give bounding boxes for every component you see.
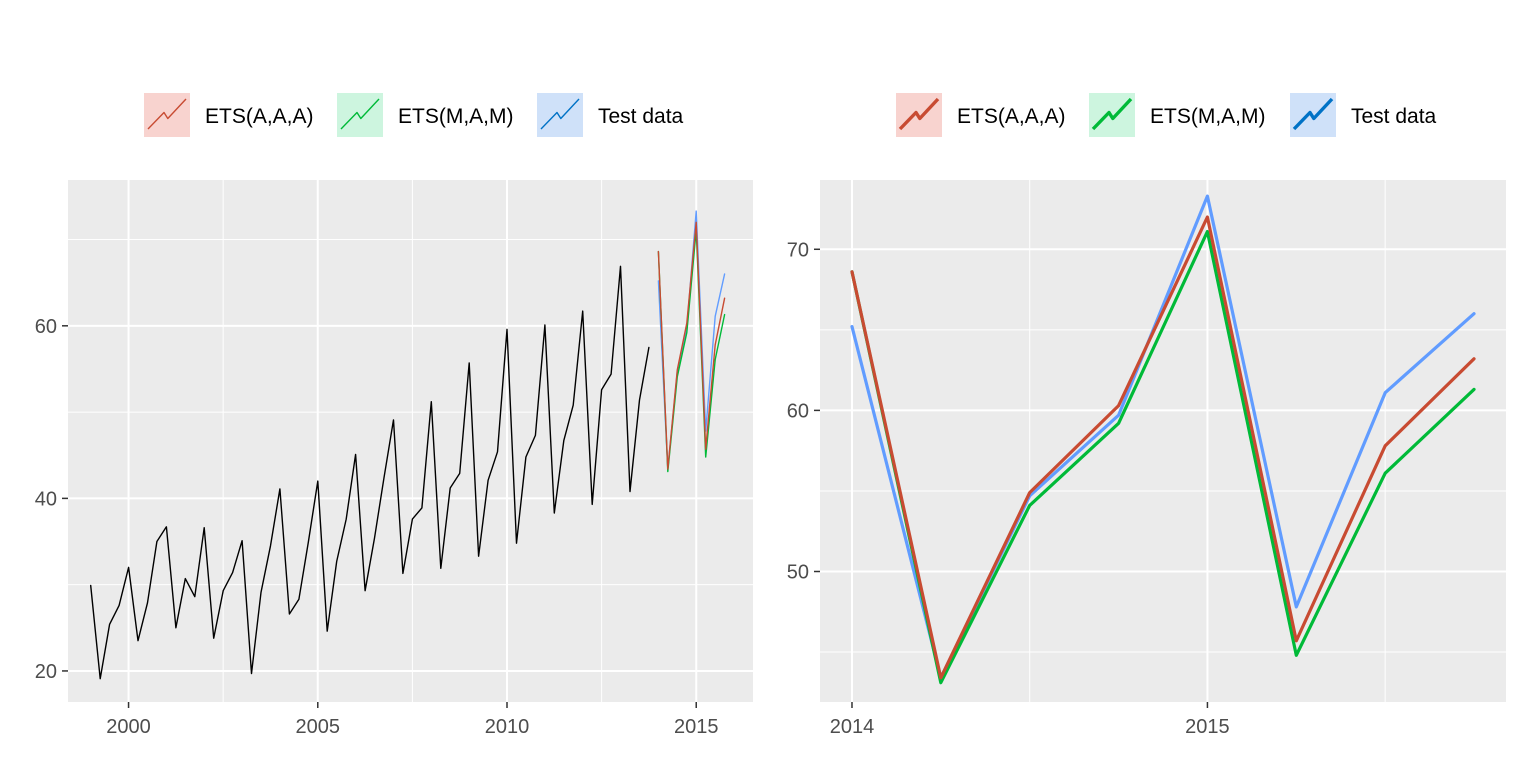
x-tick-label: 2014	[830, 716, 875, 738]
legend-line-icon	[1292, 97, 1334, 131]
x-tick-label: 2000	[106, 716, 151, 738]
axes: 2014 2015 50 60 70	[787, 239, 1230, 738]
y-tick-label: 50	[787, 562, 809, 584]
left-chart-panel: 2000 2005 2010 2015 20 40 60 ETS(A,A,A) ETS(M,A,…	[35, 93, 753, 738]
y-tick-label: 20	[35, 661, 57, 683]
series-line-ets-m-a-m	[850, 230, 1476, 685]
legend-item: Test data	[1290, 93, 1437, 137]
series-group	[850, 194, 1476, 685]
legend-item: ETS(M,A,M)	[1089, 93, 1266, 137]
legend-key	[144, 93, 190, 137]
series-line-history	[89, 265, 650, 680]
legend-label: ETS(M,A,M)	[398, 105, 514, 128]
legend-item: ETS(A,A,A)	[896, 93, 1066, 137]
legend-line-icon	[540, 98, 580, 130]
y-tick-label: 60	[35, 316, 57, 338]
grid	[68, 180, 753, 702]
legend-label: ETS(A,A,A)	[205, 105, 314, 128]
plot-area	[68, 180, 753, 702]
plot-area	[820, 180, 1506, 702]
x-tick-label: 2015	[674, 716, 719, 738]
legend-line-icon	[147, 98, 187, 130]
legend-label: Test data	[598, 105, 684, 128]
legend-key	[537, 93, 583, 137]
series-group	[89, 210, 726, 680]
y-tick-label: 70	[787, 239, 809, 261]
legend-line-icon	[340, 98, 380, 130]
legend-item: ETS(A,A,A)	[144, 93, 314, 137]
axes: 2000 2005 2010 2015 20 40 60	[35, 316, 719, 738]
legend-label: Test data	[1351, 105, 1437, 128]
right-chart-panel: 2014 2015 50 60 70 ETS(A,A,A) ETS(M,A,M) Test d…	[787, 93, 1506, 738]
x-tick-label: 2015	[1185, 716, 1230, 738]
legend-line-icon	[1091, 97, 1133, 131]
legend-line-icon	[898, 97, 940, 131]
x-tick-label: 2010	[485, 716, 530, 738]
x-tick-label: 2005	[296, 716, 341, 738]
legend-item: Test data	[537, 93, 684, 137]
legend: ETS(A,A,A) ETS(M,A,M) Test data	[144, 93, 684, 137]
y-tick-label: 60	[787, 400, 809, 422]
legend-label: ETS(M,A,M)	[1150, 105, 1266, 128]
legend-item: ETS(M,A,M)	[337, 93, 514, 137]
legend-key	[337, 93, 383, 137]
legend-label: ETS(A,A,A)	[957, 105, 1066, 128]
y-tick-label: 40	[35, 488, 57, 510]
series-line-ets-a-a-a	[657, 221, 726, 470]
series-line-ets-a-a-a	[850, 215, 1476, 680]
legend: ETS(A,A,A) ETS(M,A,M) Test data	[896, 93, 1437, 137]
